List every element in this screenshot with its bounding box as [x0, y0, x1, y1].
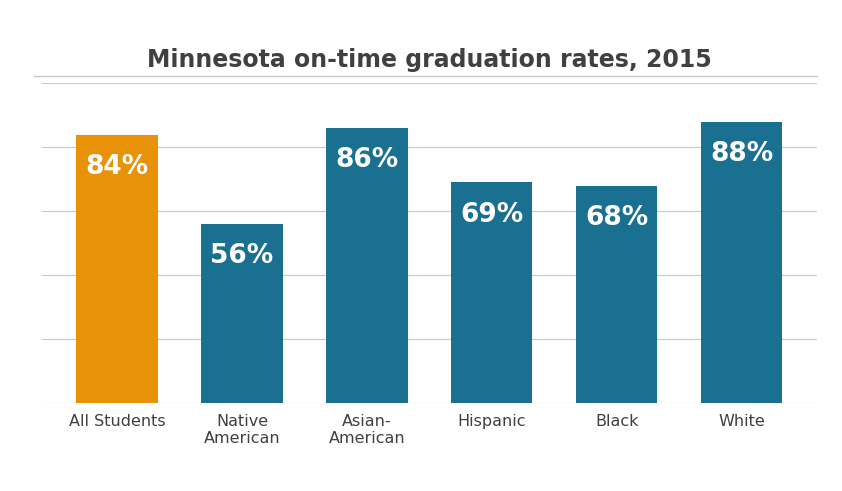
Text: 56%: 56% [210, 243, 274, 269]
Text: 84%: 84% [86, 154, 149, 180]
Text: 69%: 69% [461, 201, 524, 227]
Text: 68%: 68% [585, 205, 648, 231]
Title: Minnesota on-time graduation rates, 2015: Minnesota on-time graduation rates, 2015 [147, 48, 711, 72]
Bar [701, 122, 782, 403]
Bar [201, 224, 283, 403]
Bar [451, 182, 532, 403]
Bar [576, 186, 658, 403]
Bar [77, 135, 157, 403]
Text: 88%: 88% [710, 141, 774, 167]
Bar [327, 128, 408, 403]
Text: 86%: 86% [335, 147, 398, 173]
